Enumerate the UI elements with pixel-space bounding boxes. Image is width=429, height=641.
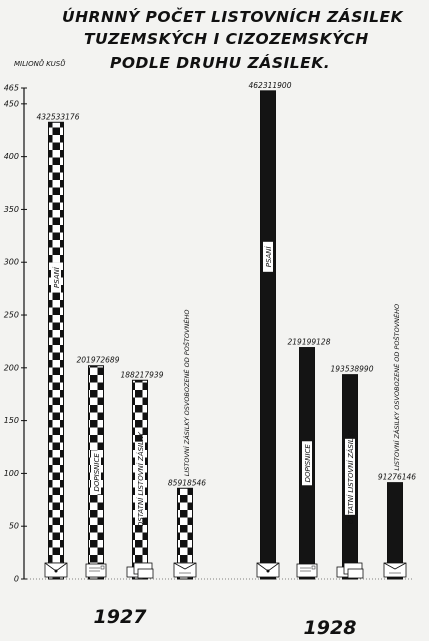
y-tick-label: 200 — [4, 363, 19, 372]
postcard-icon — [85, 563, 107, 578]
bar-1928-1 — [260, 90, 276, 580]
y-tick-label: 465 — [4, 84, 19, 93]
y-tick-label: 450 — [4, 99, 19, 108]
title-line-2: TUZEMSKÝCH I CIZOZEMSKÝCH — [84, 30, 369, 48]
official-envelope-icon — [383, 562, 407, 578]
category-label: LISTOVNÍ ZÁSILKY OSVOBOZENÉ OD POŠTOVNÉH… — [182, 310, 191, 477]
category-label: DOPISNICE — [304, 444, 312, 483]
category-label-bg — [51, 262, 61, 293]
y-tick-label: 400 — [4, 152, 19, 161]
category-label: OSTATNÍ LISTOVNÍ ZÁSILKY — [346, 429, 355, 525]
postcard-icon — [296, 563, 318, 578]
data-label: 432533176 — [37, 112, 80, 121]
y-tick-label: 100 — [4, 469, 19, 478]
y-tick-label: 150 — [4, 416, 19, 425]
title-line-3: PODLE DRUHU ZÁSILEK. — [110, 54, 331, 72]
data-label: 462311900 — [249, 81, 292, 90]
data-label: 193538990 — [331, 365, 374, 374]
category-label-bg — [91, 450, 101, 495]
category-label: OSTATNÍ LISTOVNÍ ZÁSILKY — [136, 431, 145, 527]
data-label: 219199128 — [288, 338, 331, 347]
data-label: 91276146 — [378, 473, 416, 482]
y-tick-label: 50 — [9, 522, 19, 531]
y-tick-label: 0 — [14, 575, 19, 584]
data-label: 201972689 — [77, 356, 120, 365]
y-tick-label: 350 — [4, 205, 19, 214]
category-label: DOPISNICE — [93, 453, 101, 492]
bar-1927-4 — [177, 487, 193, 580]
parcel-stack-icon — [336, 562, 364, 579]
envelope-icon — [256, 562, 280, 578]
envelope-icon — [44, 562, 68, 578]
bar-1928-4 — [387, 482, 403, 580]
group-label-1927: 1927 — [94, 606, 148, 628]
category-label-bg — [345, 438, 355, 515]
y-axis-label: MILIONŮ KUSŮ — [14, 60, 66, 68]
category-label-bg — [263, 241, 273, 272]
group-label-1928: 1928 — [304, 617, 357, 639]
y-tick-label: 250 — [4, 311, 19, 320]
y-tick-label: 300 — [4, 258, 19, 267]
category-label: PSANÍ — [264, 246, 273, 268]
bar-1927-1 — [48, 121, 64, 580]
category-label: PSANÍ — [52, 266, 61, 288]
category-label-bg — [135, 441, 145, 518]
category-label: LISTOVNÍ ZÁSILKY OSVOBOZENÉ OD POŠTOVNÉH… — [392, 304, 401, 471]
category-label-bg — [302, 441, 312, 486]
data-label: 85918546 — [168, 478, 206, 487]
parcel-stack-icon — [126, 562, 154, 579]
title-line-1: ÚHRNNÝ POČET LISTOVNÍCH ZÁSILEK — [62, 8, 404, 26]
data-label: 188217939 — [121, 370, 164, 379]
official-envelope-icon — [173, 562, 197, 578]
